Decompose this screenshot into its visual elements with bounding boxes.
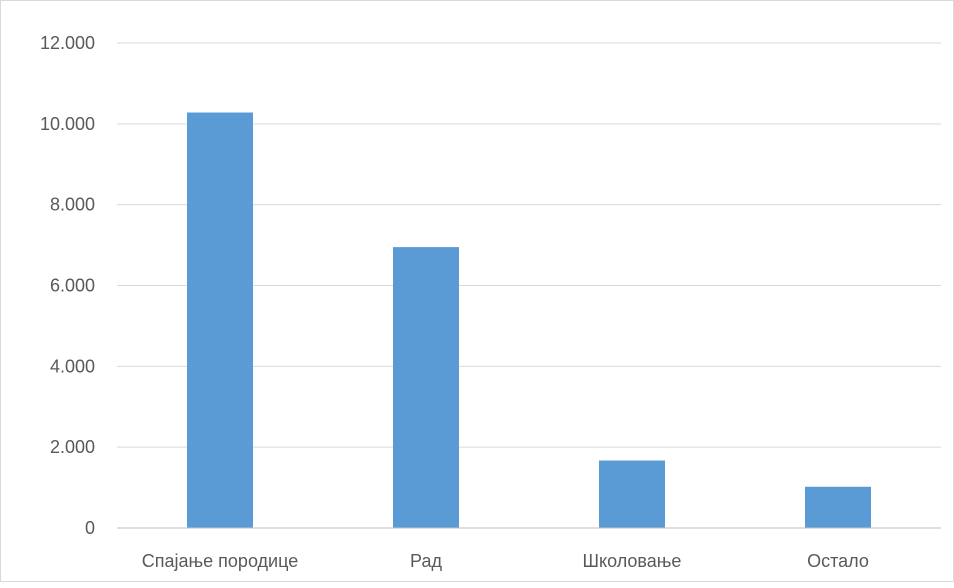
x-tick-labels: Спајање породице Рад Школовање Остало bbox=[142, 551, 869, 571]
x-tick-label: Спајање породице bbox=[142, 551, 298, 571]
y-tick-label: 2.000 bbox=[50, 437, 95, 457]
y-tick-label: 0 bbox=[85, 518, 95, 538]
bar bbox=[805, 486, 871, 528]
bar bbox=[599, 460, 665, 528]
bars bbox=[187, 112, 871, 529]
x-tick-label: Рад bbox=[410, 551, 442, 571]
grid-lines bbox=[117, 42, 941, 448]
y-tick-labels: 0 2.000 4.000 6.000 8.000 10.000 12.000 bbox=[40, 33, 95, 538]
x-tick-label: Остало bbox=[807, 551, 869, 571]
y-tick-label: 10.000 bbox=[40, 114, 95, 134]
y-tick-label: 8.000 bbox=[50, 195, 95, 215]
bar bbox=[187, 112, 253, 529]
y-tick-label: 6.000 bbox=[50, 276, 95, 296]
y-tick-label: 12.000 bbox=[40, 33, 95, 53]
y-tick-label: 4.000 bbox=[50, 356, 95, 376]
x-tick-label: Школовање bbox=[583, 551, 682, 571]
bar bbox=[393, 247, 459, 528]
